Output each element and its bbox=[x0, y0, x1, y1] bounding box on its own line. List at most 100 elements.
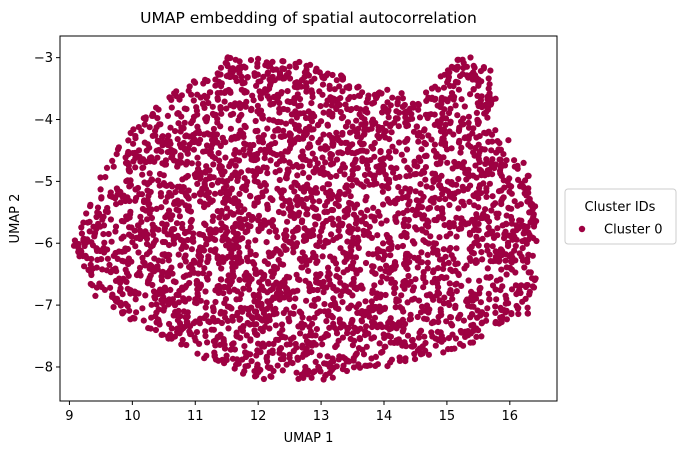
scatter-point bbox=[155, 226, 162, 233]
scatter-point bbox=[96, 247, 103, 254]
scatter-point bbox=[436, 297, 443, 304]
scatter-point bbox=[466, 255, 473, 262]
scatter-point bbox=[158, 331, 165, 338]
scatter-point bbox=[205, 227, 212, 234]
scatter-point bbox=[433, 150, 440, 157]
scatter-point bbox=[279, 202, 286, 209]
scatter-point bbox=[333, 363, 340, 370]
scatter-point bbox=[84, 219, 91, 226]
scatter-point bbox=[160, 172, 167, 179]
scatter-point bbox=[225, 86, 232, 94]
scatter-point bbox=[533, 218, 540, 225]
scatter-point bbox=[165, 301, 172, 308]
scatter-point bbox=[516, 250, 523, 257]
scatter-point bbox=[483, 156, 490, 163]
scatter-point bbox=[350, 364, 358, 371]
scatter-point bbox=[410, 284, 417, 291]
scatter-point bbox=[196, 231, 203, 238]
scatter-point bbox=[122, 159, 130, 167]
scatter-point bbox=[357, 266, 364, 273]
scatter-point bbox=[506, 188, 513, 195]
scatter-point bbox=[273, 246, 280, 253]
scatter-point bbox=[267, 373, 274, 380]
scatter-point bbox=[411, 356, 419, 363]
scatter-point bbox=[380, 201, 387, 208]
scatter-point bbox=[399, 103, 406, 110]
scatter-point bbox=[415, 100, 422, 108]
scatter-point bbox=[89, 282, 96, 289]
scatter-point bbox=[241, 152, 248, 159]
scatter-point bbox=[201, 203, 208, 211]
scatter-point bbox=[477, 299, 484, 306]
scatter-point bbox=[380, 132, 387, 139]
scatter-point bbox=[232, 254, 239, 261]
scatter-point bbox=[292, 295, 299, 302]
scatter-point bbox=[351, 127, 358, 134]
scatter-point bbox=[398, 151, 405, 158]
scatter-point bbox=[241, 206, 248, 213]
scatter-point bbox=[508, 259, 515, 266]
scatter-point bbox=[476, 148, 483, 156]
scatter-point bbox=[485, 171, 492, 178]
scatter-point bbox=[214, 90, 221, 97]
scatter-point bbox=[146, 205, 153, 212]
scatter-point bbox=[423, 152, 430, 159]
scatter-point bbox=[270, 93, 277, 101]
scatter-point bbox=[197, 257, 204, 264]
scatter-point bbox=[131, 315, 138, 322]
scatter-point bbox=[406, 253, 413, 260]
scatter-point bbox=[199, 270, 207, 277]
scatter-point bbox=[452, 281, 459, 288]
scatter-point bbox=[325, 308, 332, 315]
scatter-point bbox=[94, 204, 102, 211]
scatter-point bbox=[515, 288, 522, 295]
scatter-point bbox=[164, 231, 171, 238]
scatter-point bbox=[430, 296, 437, 303]
scatter-point bbox=[204, 339, 211, 346]
scatter-point bbox=[264, 305, 271, 312]
scatter-point bbox=[272, 139, 279, 147]
scatter-point bbox=[251, 327, 258, 334]
scatter-point bbox=[294, 226, 301, 233]
scatter-point bbox=[530, 284, 538, 291]
scatter-point bbox=[344, 149, 351, 156]
scatter-point bbox=[489, 156, 496, 163]
scatter-point bbox=[132, 186, 139, 193]
scatter-point bbox=[385, 114, 392, 121]
scatter-point bbox=[137, 235, 144, 242]
scatter-point bbox=[350, 355, 357, 362]
scatter-point bbox=[238, 111, 245, 118]
scatter-point bbox=[413, 197, 420, 204]
scatter-point bbox=[341, 171, 348, 178]
scatter-point bbox=[192, 337, 199, 344]
scatter-point bbox=[247, 248, 254, 255]
scatter-point bbox=[405, 281, 412, 288]
scatter-point bbox=[190, 257, 197, 264]
scatter-point bbox=[266, 228, 273, 235]
scatter-point bbox=[364, 161, 371, 169]
scatter-point bbox=[277, 260, 284, 267]
scatter-point bbox=[139, 205, 146, 213]
scatter-point bbox=[176, 287, 183, 294]
scatter-point bbox=[308, 230, 315, 237]
scatter-point bbox=[412, 276, 419, 283]
scatter-point bbox=[261, 343, 268, 350]
scatter-point bbox=[424, 259, 431, 266]
scatter-point bbox=[182, 133, 189, 140]
scatter-point bbox=[245, 239, 252, 246]
scatter-point bbox=[332, 343, 339, 351]
scatter-point bbox=[448, 345, 455, 353]
scatter-point bbox=[190, 146, 197, 153]
scatter-point bbox=[402, 185, 409, 192]
scatter-point bbox=[97, 174, 104, 181]
scatter-point bbox=[415, 334, 422, 341]
scatter-point bbox=[186, 279, 193, 287]
scatter-point bbox=[135, 249, 142, 256]
scatter-point bbox=[368, 298, 375, 305]
scatter-point bbox=[486, 90, 493, 97]
scatter-point bbox=[320, 289, 327, 296]
scatter-point bbox=[215, 150, 222, 157]
scatter-point bbox=[387, 123, 394, 130]
scatter-point bbox=[411, 162, 418, 169]
scatter-point bbox=[476, 277, 483, 284]
